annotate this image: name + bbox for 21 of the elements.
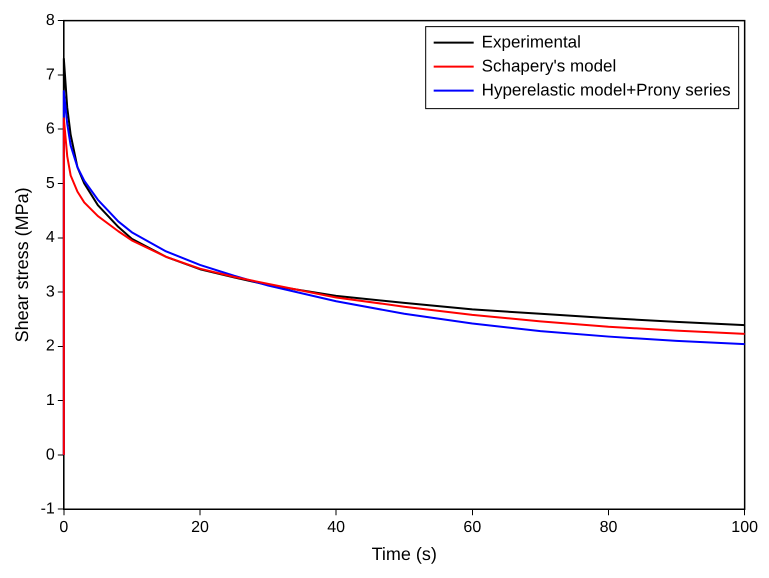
x-tick-label: 20 — [191, 519, 209, 536]
x-tick-label: 0 — [59, 519, 68, 536]
y-tick-label: 6 — [46, 120, 55, 138]
y-tick-label: 4 — [46, 229, 55, 246]
x-tick-label: 60 — [463, 519, 482, 536]
y-tick-label: 7 — [46, 66, 55, 84]
x-tick-label: 80 — [600, 519, 618, 536]
y-tick-label: 3 — [46, 283, 55, 300]
legend-label: Hyperelastic model+Prony series — [482, 80, 731, 100]
x-axis-title: Time (s) — [372, 544, 437, 564]
y-axis-title: Shear stress (MPa) — [12, 187, 32, 342]
y-tick-label: 5 — [46, 174, 55, 192]
legend-label: Schapery's model — [482, 56, 616, 76]
legend-label: Experimental — [482, 32, 581, 52]
x-tick-label: 40 — [327, 519, 346, 536]
x-tick-label: 100 — [731, 519, 758, 536]
y-tick-label: 0 — [46, 446, 55, 464]
y-tick-label: 8 — [46, 12, 55, 30]
y-tick-label: 2 — [46, 338, 55, 355]
y-tick-label: -1 — [40, 500, 55, 518]
y-tick-label: 1 — [46, 392, 55, 410]
